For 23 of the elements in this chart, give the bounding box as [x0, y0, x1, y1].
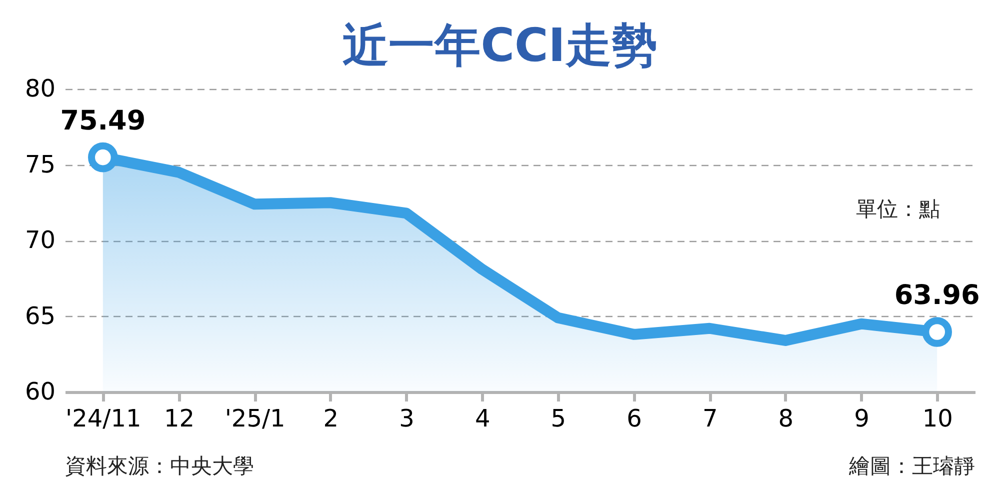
annotation: 單位：點 — [856, 197, 940, 221]
x-tick-label: 8 — [778, 404, 794, 432]
data-label: 75.49 — [60, 105, 146, 136]
text: 繪圖：王璿靜 — [848, 454, 975, 478]
y-tick-label: 60 — [24, 378, 56, 406]
x-tick-label: 12 — [164, 404, 195, 432]
x-tick-label: '24/11 — [66, 404, 142, 432]
source-note: 資料來源：中央大學 — [65, 454, 254, 478]
x-tick-label: 6 — [626, 404, 642, 432]
data-label: 63.96 — [894, 280, 980, 312]
x-tick-label: 4 — [474, 404, 490, 432]
x-tick-label: 7 — [702, 404, 718, 432]
y-tick-label: 80 — [24, 74, 56, 102]
y-tick-label: 70 — [24, 226, 56, 254]
x-tick-label: 2 — [323, 404, 339, 432]
chart-title: 近一年CCI走勢 — [342, 18, 658, 72]
x-tick-label: '25/1 — [224, 404, 286, 432]
y-tick-label: 75 — [24, 150, 56, 178]
y-tick-label: 65 — [24, 302, 56, 330]
x-tick-label: 10 — [922, 404, 953, 432]
x-tick-label: 5 — [550, 404, 566, 432]
x-tick-label: 3 — [399, 404, 414, 432]
x-tick-label: 9 — [854, 404, 870, 432]
